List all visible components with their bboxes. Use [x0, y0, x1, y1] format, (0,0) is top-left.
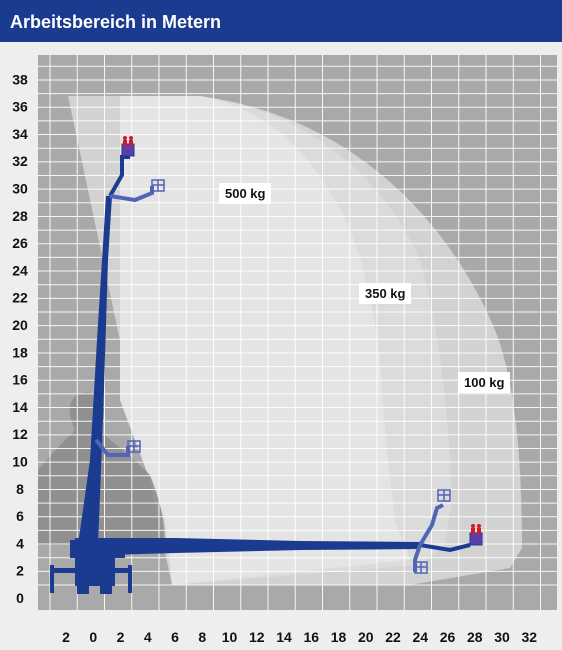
x-tick-label: 4: [144, 629, 152, 645]
horizontal-boom: [75, 538, 420, 556]
wheel-left: [77, 584, 89, 594]
x-tick-label: 12: [249, 629, 265, 645]
load-label-350: 350 kg: [359, 283, 412, 304]
wheel-right: [100, 584, 112, 594]
x-tick-label: 32: [521, 629, 537, 645]
x-tick-label: 24: [412, 629, 428, 645]
x-tick-label: 18: [331, 629, 347, 645]
x-tick-label: 8: [198, 629, 206, 645]
y-tick-label: 2: [16, 563, 24, 579]
x-tick-label: 22: [385, 629, 401, 645]
y-tick-label: 36: [12, 99, 28, 115]
y-tick-label: 34: [12, 126, 28, 142]
y-tick-label: 10: [12, 454, 28, 470]
x-tick-label: 2: [117, 629, 125, 645]
chassis-base: [70, 540, 125, 558]
boom-structure: [50, 155, 471, 594]
chart-title: Arbeitsbereich in Metern: [0, 0, 562, 42]
x-tick-label: 16: [303, 629, 319, 645]
load-label-100: 100 kg: [458, 372, 511, 393]
y-tick-label: 12: [12, 426, 28, 442]
x-tick-label: 28: [467, 629, 483, 645]
x-tick-label: 0: [89, 629, 97, 645]
x-tick-label: 14: [276, 629, 292, 645]
x-tick-label: 2: [62, 629, 70, 645]
horizontal-jib: [419, 543, 471, 553]
y-tick-label: 0: [16, 590, 24, 606]
y-tick-label: 20: [12, 317, 28, 333]
y-tick-label: 14: [12, 399, 28, 415]
y-tick-label: 26: [12, 235, 28, 251]
outrigger-left: [50, 565, 54, 593]
horizontal-jib-up: [418, 503, 444, 547]
x-tick-label: 20: [358, 629, 374, 645]
empty-basket-icon: [127, 179, 451, 574]
y-tick-label: 22: [12, 290, 28, 306]
person-silhouette: [38, 392, 165, 545]
x-tick-label: 6: [171, 629, 179, 645]
top-basket-icon: [121, 136, 135, 157]
outreach-basket-icon: [469, 524, 483, 546]
x-tick-label: 10: [222, 629, 238, 645]
y-tick-label: 16: [12, 372, 28, 388]
top-jib: [108, 155, 130, 197]
zone-500kg: [120, 96, 410, 585]
x-tick-label: 26: [440, 629, 456, 645]
outrigger-right: [128, 565, 132, 593]
y-tick-label: 28: [12, 208, 28, 224]
x-tick-label: 30: [494, 629, 510, 645]
y-tick-label: 38: [12, 71, 28, 87]
outrigger-bar: [50, 568, 132, 573]
y-tick-label: 24: [12, 262, 28, 278]
y-tick-label: 8: [16, 481, 24, 497]
y-tick-label: 4: [16, 535, 24, 551]
y-tick-label: 6: [16, 508, 24, 524]
load-label-500: 500 kg: [219, 183, 272, 204]
vertical-boom-main: [78, 196, 112, 545]
y-tick-label: 18: [12, 344, 28, 360]
y-tick-label: 30: [12, 181, 28, 197]
y-tick-label: 32: [12, 153, 28, 169]
x-axis-ticks: 2 0 2 4 6 8 10 12 14 16 18 20 22 24 26 28 30 32: [62, 629, 537, 645]
